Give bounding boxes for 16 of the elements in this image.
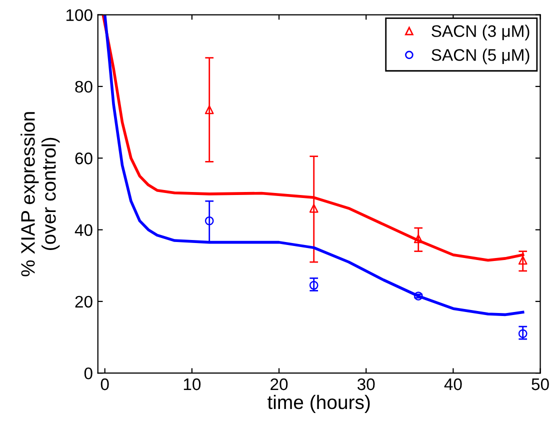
x-tick-label: 30 [357, 378, 375, 390]
legend-label: SACN (3 μM) [432, 24, 530, 40]
x-tick-label: 50 [532, 378, 549, 390]
y-axis-title: % XIAP expression (over control) [20, 112, 60, 276]
y-tick-label: 0 [84, 367, 92, 380]
x-tick-label: 10 [184, 378, 201, 390]
legend-label: SACN (5 μM) [432, 48, 530, 64]
x-axis-title: time (hours) [268, 394, 370, 413]
y-tick-label: 20 [75, 296, 92, 308]
x-tick-label: 40 [444, 378, 462, 390]
y-tick-label: 80 [75, 80, 92, 93]
x-tick-label: 0 [100, 378, 109, 390]
y-tick-label: 60 [75, 152, 92, 164]
x-tick-label: 20 [270, 378, 288, 390]
y-tick-label: 100 [66, 9, 92, 22]
y-tick-label: 40 [74, 224, 92, 236]
